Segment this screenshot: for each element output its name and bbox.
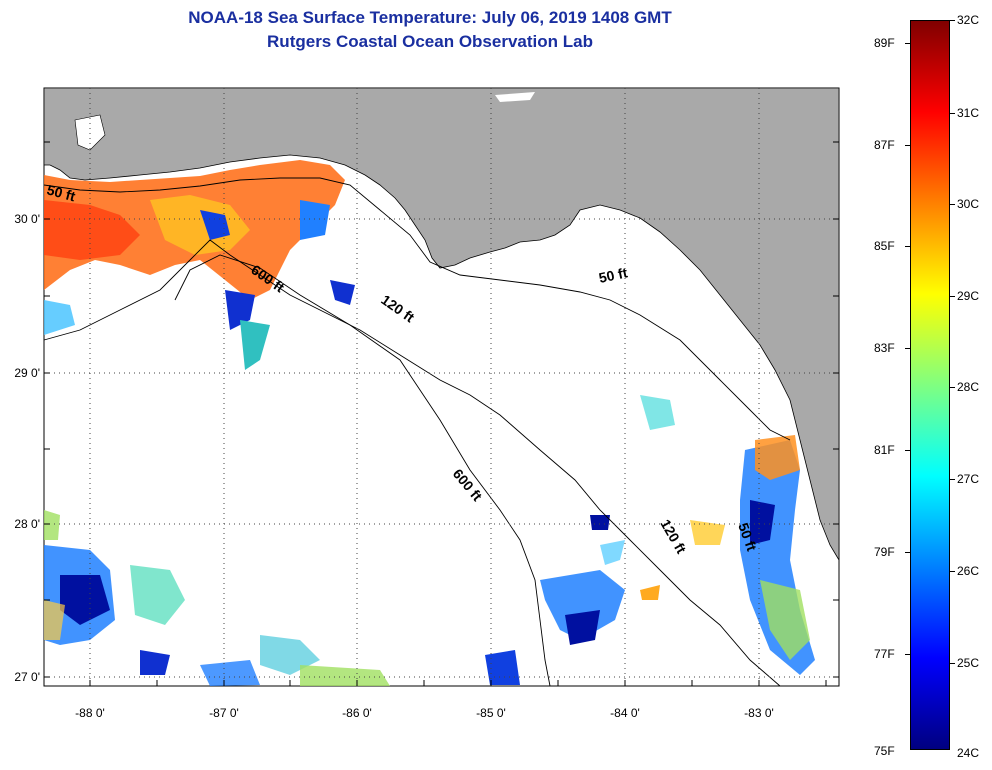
colorbar-tick [905, 552, 910, 553]
colorbar-f-label: 87F [874, 138, 895, 152]
colorbar-tick [950, 20, 955, 21]
map-subtitle: Rutgers Coastal Ocean Observation Lab [267, 32, 593, 51]
colorbar-tick [950, 387, 955, 388]
bay-inlet [74, 114, 106, 151]
lat-label: 29 0' [14, 366, 40, 380]
colorbar-c-label: 24C [957, 746, 980, 760]
colorbar-c-label: 26C [957, 564, 980, 578]
lat-label: 30 0' [14, 212, 40, 226]
lon-label: -84 0' [610, 706, 640, 720]
colorbar-tick [950, 204, 955, 205]
depth-contours [43, 177, 791, 687]
lon-label: -88 0' [75, 706, 105, 720]
lon-label: -85 0' [476, 706, 506, 720]
frame-ticks [44, 141, 839, 686]
colorbar-f-label: 77F [874, 647, 895, 661]
colorbar-f-label: 85F [874, 239, 895, 253]
colorbar-f-label: 81F [874, 443, 895, 457]
lake [495, 92, 535, 102]
lat-label: 28 0' [14, 517, 40, 531]
colorbar-tick [950, 571, 955, 572]
lon-label: -87 0' [209, 706, 239, 720]
colorbar-c-label: 25C [957, 656, 980, 670]
map-title: NOAA-18 Sea Surface Temperature: July 06… [188, 8, 672, 27]
colorbar-tick [905, 43, 910, 44]
lon-label: -86 0' [342, 706, 372, 720]
colorbar-f-label: 79F [874, 545, 895, 559]
colorbar-tick [905, 450, 910, 451]
temperature-colorbar [910, 20, 950, 750]
colorbar-tick [905, 246, 910, 247]
land-mass [43, 87, 840, 562]
colorbar-c-label: 28C [957, 380, 980, 394]
colorbar-f-label: 89F [874, 36, 895, 50]
colorbar-c-label: 29C [957, 289, 980, 303]
colorbar-f-label: 83F [874, 341, 895, 355]
contour-label: 50 ft [597, 264, 629, 286]
colorbar-tick [950, 663, 955, 664]
lon-label: -83 0' [744, 706, 774, 720]
colorbar-tick [950, 296, 955, 297]
colorbar-c-label: 27C [957, 472, 980, 486]
colorbar-c-label: 30C [957, 197, 980, 211]
colorbar-tick [950, 113, 955, 114]
contour-label: 50 ft [45, 181, 77, 204]
colorbar-c-label: 32C [957, 13, 980, 27]
colorbar-tick [905, 348, 910, 349]
colorbar-c-label: 31C [957, 106, 980, 120]
colorbar-f-label: 75F [874, 744, 895, 758]
lat-label: 27 0' [14, 670, 40, 684]
colorbar-tick [905, 145, 910, 146]
colorbar-tick [905, 654, 910, 655]
sst-data [44, 160, 815, 686]
colorbar-tick [950, 479, 955, 480]
